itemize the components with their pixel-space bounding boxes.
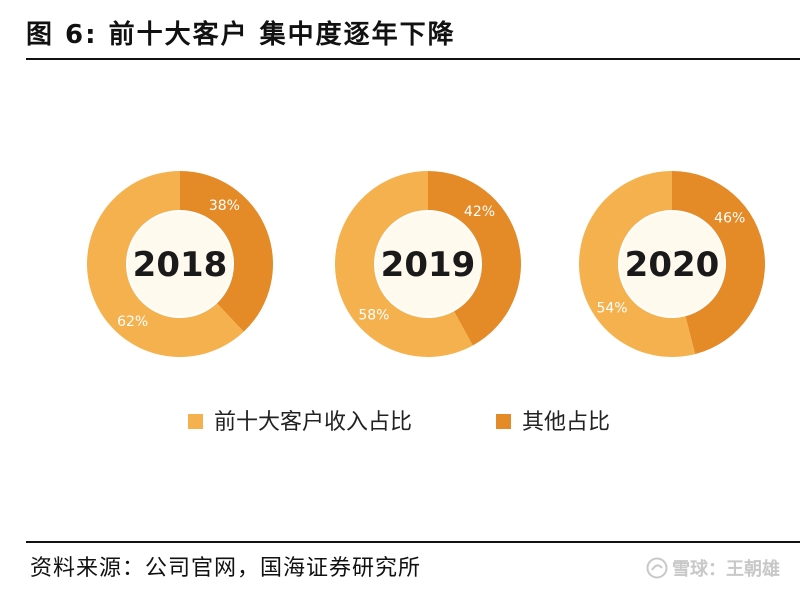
donut-2019: 2019 42% 58% bbox=[334, 171, 522, 358]
figure-title: 图 6: 前十大客户 集中度逐年下降 bbox=[26, 20, 456, 50]
pct-label-top10-2020: 54% bbox=[596, 300, 627, 316]
title-divider bbox=[26, 58, 800, 60]
year-label-2019: 2019 bbox=[381, 245, 476, 285]
donut-center-2018 bbox=[128, 212, 232, 316]
slice-other-2019 bbox=[428, 171, 522, 346]
donut-center-2020 bbox=[620, 212, 724, 316]
year-label-2020: 2020 bbox=[625, 245, 720, 285]
slice-top10-2018 bbox=[86, 171, 244, 357]
slice-top10-2020 bbox=[579, 171, 696, 357]
donut-2020: 2020 46% 54% bbox=[579, 171, 765, 357]
pct-label-other-2019: 42% bbox=[464, 204, 495, 220]
pct-label-other-2018: 38% bbox=[209, 198, 240, 214]
legend-swatch-1 bbox=[496, 414, 511, 429]
year-label-2018: 2018 bbox=[133, 245, 228, 285]
donut-center-2019 bbox=[376, 212, 480, 316]
donut-2018: 2018 38% 62% bbox=[86, 171, 273, 357]
legend-label-0: 前十大客户收入占比 bbox=[214, 410, 412, 435]
pct-label-top10-2019: 58% bbox=[358, 308, 389, 324]
source-divider bbox=[26, 541, 800, 543]
pct-label-other-2020: 46% bbox=[714, 211, 745, 227]
legend-label-1: 其他占比 bbox=[522, 410, 610, 435]
chart-legend: 前十大客户收入占比 其他占比 bbox=[188, 410, 610, 435]
charts-layer: 2018 38% 62% 2019 42% 58% 2020 46% 54% bbox=[86, 171, 765, 358]
slice-top10-2019 bbox=[334, 171, 473, 358]
donut-charts: 2018 38% 62% 2019 42% 58% 2020 46% 54% 前十大客户收入占比… bbox=[86, 171, 765, 435]
watermark-text: 雪球：王朝雄 bbox=[672, 559, 780, 580]
snowball-logo-icon bbox=[646, 557, 668, 579]
slice-other-2018 bbox=[180, 171, 273, 332]
legend-swatch-0 bbox=[188, 414, 203, 429]
pct-label-top10-2018: 62% bbox=[117, 314, 148, 330]
source-note: 资料来源：公司官网，国海证券研究所 bbox=[30, 556, 422, 581]
watermark: 雪球：王朝雄 bbox=[646, 555, 780, 581]
slice-other-2020 bbox=[672, 171, 765, 355]
